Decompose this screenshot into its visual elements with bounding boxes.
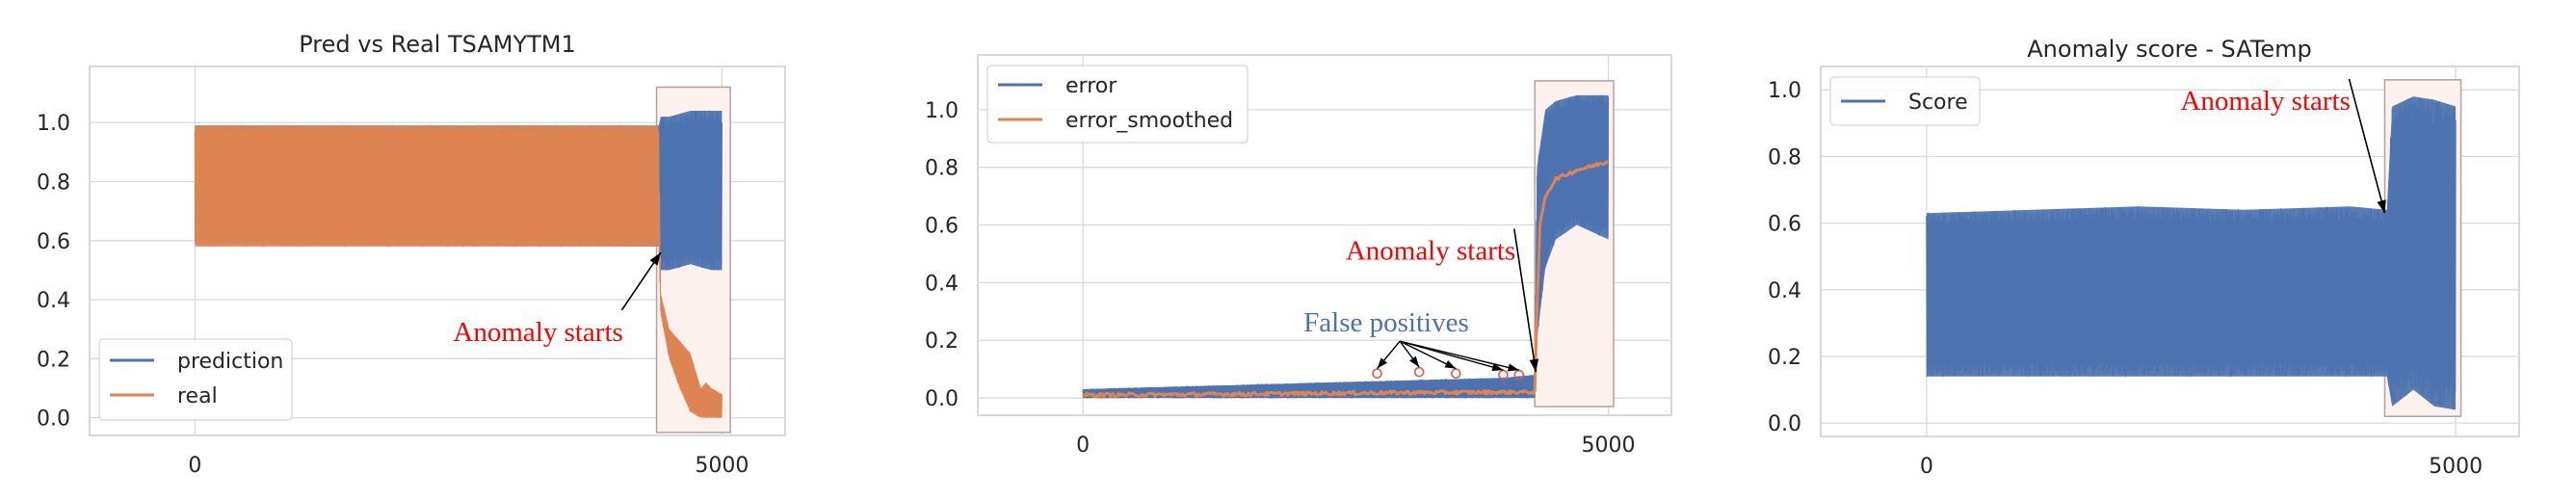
false-positive-markers — [1372, 366, 1525, 381]
legend: Score — [1829, 76, 1981, 126]
y-tick-label: 0.6 — [37, 230, 70, 254]
legend-label-real: real — [177, 384, 218, 408]
annotation-text: Anomaly starts — [453, 317, 622, 348]
annotation-text: Anomaly starts — [2180, 86, 2350, 117]
x-tick-labels: 0 5000 — [1076, 434, 1635, 458]
x-tick-label: 0 — [188, 454, 201, 478]
false-positive-arrow-head — [1444, 359, 1457, 369]
x-tick-label: 0 — [1920, 455, 1933, 479]
x-tick-label: 5000 — [1582, 434, 1636, 458]
chart-title: Pred vs Real TSAMYTM1 — [299, 31, 575, 58]
y-tick-label: 1.0 — [1768, 79, 1801, 103]
series-band — [195, 125, 723, 418]
legend: prediction real — [98, 338, 293, 421]
y-tick-label: 0.6 — [925, 215, 959, 239]
chart-panel-error: 0.0 0.2 0.4 0.6 0.8 1.0 0 5000 Anomaly starts F… — [925, 54, 1672, 458]
x-tick-label: 5000 — [2429, 455, 2483, 479]
false-positive-marker — [1413, 366, 1425, 378]
series-line — [1082, 160, 1610, 399]
x-tick-label: 5000 — [695, 454, 749, 478]
x-tick-label: 0 — [1076, 434, 1090, 458]
annotation-arrow-line — [1513, 228, 1538, 373]
legend-box — [1829, 76, 1981, 126]
annotation-text: Anomaly starts — [1346, 235, 1515, 266]
false-positive-marker — [1513, 369, 1525, 381]
chart-panel-pred-vs-real: 0.0 0.2 0.4 0.6 0.8 1.0 0 5000 Pred vs Real TS… — [37, 31, 786, 478]
false-positive-arrow-head — [1507, 363, 1519, 372]
series-real — [194, 124, 723, 419]
y-tick-label: 0.2 — [925, 329, 959, 354]
legend-label-prediction: prediction — [177, 350, 283, 374]
chart-panel-anomaly-score: 0.0 0.2 0.4 0.6 0.8 1.0 0 5000 Anomaly score -… — [1768, 36, 2520, 479]
x-tick-labels: 0 5000 — [188, 454, 749, 478]
annotation-arrow-head — [1529, 358, 1539, 373]
series-error-smoothed — [1082, 160, 1610, 399]
false-positive-marker — [1372, 368, 1382, 379]
y-tick-label: 0.6 — [1768, 213, 1801, 237]
y-tick-label: 1.0 — [925, 99, 959, 123]
series-Score — [1926, 96, 2457, 410]
annotation-arrow-head — [2377, 199, 2386, 214]
legend-box — [986, 65, 1249, 144]
y-tick-label: 0.4 — [37, 289, 70, 313]
series-band — [1926, 96, 2457, 410]
y-tick-label: 0.8 — [925, 157, 959, 181]
y-tick-label: 0.0 — [925, 387, 959, 411]
x-tick-labels: 0 5000 — [1920, 455, 2483, 479]
anomaly-annotation: Anomaly starts — [453, 251, 662, 348]
series-group — [194, 110, 723, 419]
y-tick-label: 0.2 — [37, 348, 70, 372]
legend-label-score: Score — [1908, 91, 1968, 115]
y-tick-labels: 0.0 0.2 0.4 0.6 0.8 1.0 — [37, 112, 70, 431]
y-tick-label: 0.4 — [1768, 279, 1801, 303]
false-positive-arrow-line — [1400, 340, 1519, 371]
annotation-arrow-line — [2348, 78, 2386, 214]
false-positive-marker — [1451, 368, 1461, 379]
false-positive-arrow-head — [1377, 357, 1387, 369]
annotation-text-false-positives: False positives — [1303, 307, 1469, 338]
y-tick-label: 0.8 — [1768, 145, 1801, 170]
series-group — [1926, 96, 2457, 410]
series-band — [1083, 94, 1609, 399]
y-tick-labels: 0.0 0.2 0.4 0.6 0.8 1.0 — [925, 99, 959, 411]
series-group — [1082, 94, 1610, 399]
chart-title: Anomaly score - SATemp — [2027, 36, 2312, 63]
y-tick-labels: 0.0 0.2 0.4 0.6 0.8 1.0 — [1768, 79, 1801, 436]
legend-label-error: error — [1065, 74, 1117, 98]
false-positive-marker — [1498, 369, 1509, 381]
y-tick-label: 1.0 — [37, 112, 70, 136]
y-tick-label: 0.0 — [1768, 412, 1801, 436]
legend-label-error-smoothed: error_smoothed — [1065, 109, 1233, 133]
y-tick-label: 0.0 — [37, 408, 70, 432]
anomaly-annotation: Anomaly starts — [2180, 78, 2386, 214]
y-tick-label: 0.2 — [1768, 346, 1801, 370]
y-tick-label: 0.8 — [37, 171, 70, 195]
anomaly-annotation: Anomaly starts False positives — [1303, 228, 1539, 373]
false-positive-arrow-head — [1409, 355, 1420, 368]
annotation-arrow-head — [649, 252, 661, 266]
false-positive-arrow-head — [1491, 363, 1504, 372]
y-tick-label: 0.4 — [925, 272, 959, 296]
legend: error error_smoothed — [986, 65, 1249, 144]
